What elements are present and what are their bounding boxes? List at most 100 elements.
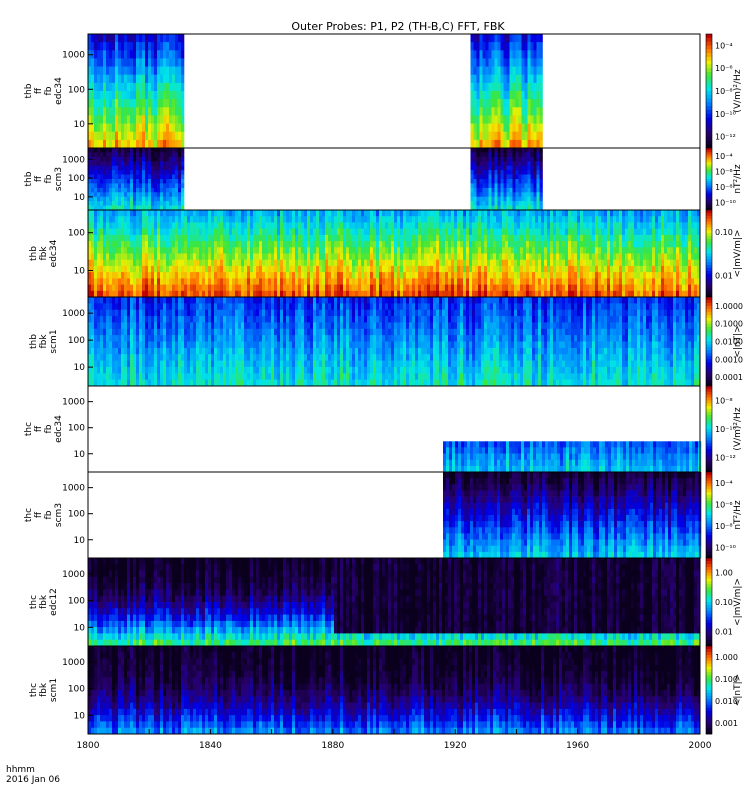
- spectrogram-cell: [109, 205, 113, 211]
- spectrogram-cell: [418, 259, 422, 267]
- spectrogram-cell: [509, 192, 513, 198]
- spectrogram-cell: [172, 187, 176, 193]
- spectrogram-cell: [121, 210, 125, 217]
- spectrogram-cell: [136, 247, 140, 254]
- spectrogram-cell: [139, 156, 143, 162]
- spectrogram-cell: [151, 34, 155, 43]
- spectrogram-cell: [259, 290, 263, 298]
- spectrogram-cell: [118, 183, 122, 189]
- spectrogram-cell: [139, 174, 143, 180]
- spectrogram-cell: [109, 74, 113, 84]
- spectrogram-cell: [118, 341, 122, 349]
- spectrogram-cell: [106, 139, 110, 149]
- spectrogram-cell: [482, 205, 486, 211]
- spectrogram-cell: [322, 234, 326, 242]
- spectrogram-cell: [247, 259, 251, 267]
- spectrogram-cell: [502, 234, 506, 242]
- spectrogram-cell: [685, 247, 689, 254]
- spectrogram-cell: [157, 234, 161, 242]
- spectrogram-cell: [157, 284, 161, 292]
- spectrogram-cell: [97, 259, 101, 267]
- spectrogram-cell: [277, 259, 281, 267]
- spectrogram-cell: [277, 253, 281, 261]
- colorbar-swatch: [706, 41, 712, 46]
- spectrogram-cell: [187, 228, 191, 236]
- spectrogram-cell: [508, 234, 512, 242]
- spectrogram-cell: [382, 216, 386, 223]
- spectrogram-cell: [304, 290, 308, 298]
- spectrogram-cell: [217, 234, 221, 242]
- spectrogram-cell: [418, 272, 422, 279]
- spectrogram-cell: [470, 174, 474, 180]
- spectrogram-cell: [166, 297, 170, 304]
- spectrogram-cell: [109, 58, 113, 67]
- spectrogram-cell: [229, 253, 233, 261]
- spectrogram-cell: [109, 341, 113, 349]
- spectrogram-cell: [133, 99, 137, 108]
- spectrogram-cell: [202, 216, 206, 223]
- spectrogram-cell: [503, 161, 507, 167]
- spectrogram-cell: [559, 253, 563, 261]
- spectrogram-cell: [497, 50, 501, 59]
- spectrogram-cell: [121, 354, 125, 361]
- spectrogram-cell: [250, 290, 254, 298]
- spectrogram-cell: [115, 107, 119, 116]
- spectrogram-cell: [268, 272, 272, 279]
- colorbar-swatch: [706, 259, 712, 263]
- spectrogram-cell: [166, 309, 170, 317]
- spectrogram-cell: [521, 50, 525, 59]
- spectrogram-cell: [511, 272, 515, 279]
- spectrogram-cell: [139, 50, 143, 59]
- spectrogram-cell: [457, 278, 461, 285]
- spectrogram-cell: [145, 309, 149, 317]
- spectrogram-cell: [589, 228, 593, 236]
- spectrogram-cell: [289, 272, 293, 279]
- spectrogram-cell: [556, 265, 560, 273]
- spectrogram-cell: [130, 222, 134, 229]
- spectrogram-cell: [388, 290, 392, 298]
- colorbar-swatch: [706, 91, 712, 96]
- spectrogram-cell: [409, 259, 413, 267]
- spectrogram-cell: [352, 265, 356, 273]
- spectrogram-cell: [536, 34, 540, 43]
- spectrogram-cell: [352, 290, 356, 298]
- spectrogram-cell: [559, 284, 563, 292]
- spectrogram-cell: [247, 228, 251, 236]
- spectrogram-cell: [397, 265, 401, 273]
- spectrogram-cell: [577, 253, 581, 261]
- spectrogram-cell: [463, 253, 467, 261]
- spectrogram-cell: [97, 205, 101, 211]
- spectrogram-cell: [304, 216, 308, 223]
- spectrogram-cell: [628, 284, 632, 292]
- spectrogram-cell: [613, 278, 617, 285]
- spectrogram-cell: [352, 272, 356, 279]
- spectrogram-cell: [97, 322, 101, 330]
- spectrogram-cell: [172, 259, 176, 267]
- spectrogram-cell: [142, 34, 146, 43]
- spectrogram-cell: [229, 272, 233, 279]
- spectrogram-cell: [497, 179, 501, 184]
- spectrogram-cell: [310, 222, 314, 229]
- spectrogram-cell: [361, 284, 365, 292]
- spectrogram-cell: [133, 347, 137, 355]
- spectrogram-cell: [514, 272, 518, 279]
- spectrogram-cell: [124, 253, 128, 261]
- spectrogram-cell: [256, 272, 260, 279]
- spectrogram-cell: [536, 82, 540, 92]
- spectrogram-cell: [637, 259, 641, 267]
- spectrogram-cell: [506, 161, 510, 167]
- spectrogram-cell: [430, 234, 434, 242]
- spectrogram-cell: [121, 328, 125, 336]
- spectrogram-cell: [535, 259, 539, 267]
- spectrogram-cell: [340, 284, 344, 292]
- spectrogram-cell: [154, 123, 158, 133]
- spectrogram-cell: [232, 278, 236, 285]
- spectrogram-cell: [571, 234, 575, 242]
- spectrogram-cell: [511, 216, 515, 223]
- spectrogram-cell: [106, 34, 110, 43]
- spectrogram-cell: [355, 253, 359, 261]
- spectrogram-cell: [524, 34, 528, 43]
- spectrogram-cell: [536, 196, 540, 202]
- spectrogram-cell: [520, 210, 524, 217]
- colorbar-swatch: [706, 37, 712, 42]
